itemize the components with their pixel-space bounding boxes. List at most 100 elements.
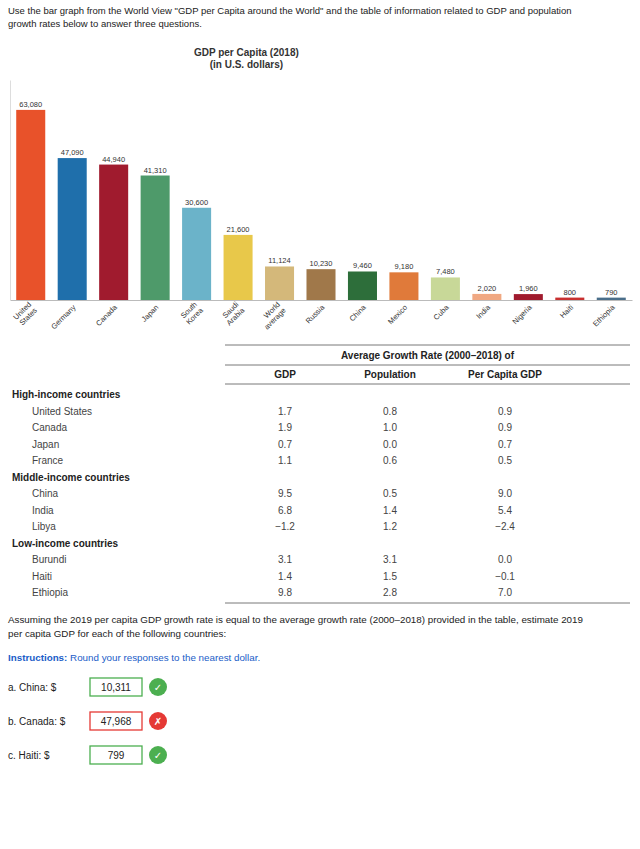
x-tick-label: SouthKorea bbox=[178, 299, 205, 326]
chart-title: GDP per Capita (2018)(in U.S. dollars) bbox=[194, 47, 299, 70]
data-label: 790 bbox=[605, 288, 618, 297]
table-column-header: Per Capita GDP bbox=[468, 369, 542, 380]
table-country: Burundi bbox=[32, 554, 66, 565]
answer-status bbox=[149, 712, 167, 730]
table-rule bbox=[225, 603, 630, 604]
x-tick: Ethiopia bbox=[591, 300, 617, 328]
answer-label: c. Haiti: $ bbox=[8, 750, 50, 761]
table-cell: 0.0 bbox=[498, 554, 512, 565]
table-cell: 0.7 bbox=[278, 439, 292, 450]
data-label: 10,230 bbox=[310, 259, 333, 268]
table-cell: 1.9 bbox=[278, 422, 292, 433]
x-tick: SaudiArabia bbox=[219, 299, 247, 327]
data-label: 11,124 bbox=[268, 256, 290, 265]
data-label: 9,180 bbox=[395, 262, 414, 271]
x-tick-label: UnitedStates bbox=[11, 300, 39, 328]
table-title: Average Growth Rate (2000–2018) of bbox=[341, 350, 515, 361]
answer-value: 799 bbox=[108, 750, 125, 761]
table-section: High-income countries bbox=[12, 389, 121, 400]
bar bbox=[99, 165, 128, 300]
table-country: United States bbox=[32, 406, 92, 417]
x-tick: Nigeria bbox=[510, 300, 534, 326]
table-country: India bbox=[32, 505, 54, 516]
table-cell: 0.5 bbox=[383, 488, 397, 499]
bar bbox=[182, 208, 211, 300]
x-tick-label: Haiti bbox=[558, 303, 575, 320]
table-cell: 1.1 bbox=[278, 455, 292, 466]
table-cell: 6.8 bbox=[278, 505, 292, 516]
instructions-label: Instructions: bbox=[8, 652, 67, 663]
answer-status-icon: ✗ bbox=[154, 716, 162, 727]
answer-status bbox=[149, 678, 167, 696]
x-tick: China bbox=[348, 300, 369, 323]
header-text: Use the bar graph from the World View "G… bbox=[8, 5, 572, 29]
answer-box bbox=[90, 678, 142, 696]
table-cell: 0.7 bbox=[498, 439, 512, 450]
table-cell: −1.2 bbox=[275, 521, 295, 532]
x-tick-label: India bbox=[474, 302, 492, 320]
answer-value: 47,968 bbox=[101, 716, 132, 727]
x-tick: Germany bbox=[49, 300, 77, 331]
bar bbox=[265, 266, 294, 300]
table-cell: 1.5 bbox=[383, 571, 397, 582]
x-tick: UnitedStates bbox=[11, 300, 39, 328]
table-cell: 0.6 bbox=[383, 455, 397, 466]
x-tick-label: Canada bbox=[94, 302, 120, 328]
table-country: Libya bbox=[32, 521, 56, 532]
x-tick: India bbox=[474, 300, 492, 321]
table-cell: 9.5 bbox=[278, 488, 292, 499]
x-tick-label: Germany bbox=[49, 303, 77, 331]
bar bbox=[16, 110, 45, 300]
table-rule bbox=[225, 365, 630, 366]
table-country: Haiti bbox=[32, 571, 52, 582]
y-axis bbox=[10, 81, 11, 301]
bar bbox=[555, 298, 584, 300]
table-column-header: GDP bbox=[274, 369, 296, 380]
x-tick-label: Worldaverage bbox=[256, 300, 287, 331]
answer-status bbox=[149, 746, 167, 764]
table-cell: 7.0 bbox=[498, 587, 512, 598]
x-tick-label: Japan bbox=[140, 303, 161, 324]
data-label: 7,480 bbox=[436, 267, 455, 276]
answer-status-icon: ✓ bbox=[154, 682, 162, 693]
table-cell: 9.8 bbox=[278, 587, 292, 598]
data-label: 2,020 bbox=[477, 284, 496, 293]
instructions-text: Round your responses to the nearest doll… bbox=[67, 652, 260, 663]
table-country: Ethiopia bbox=[32, 587, 69, 598]
x-tick-label: Nigeria bbox=[510, 302, 534, 326]
table-cell: 0.9 bbox=[498, 406, 512, 417]
table-country: Canada bbox=[32, 422, 67, 433]
x-tick: Canada bbox=[94, 300, 120, 328]
bar bbox=[58, 158, 87, 300]
x-tick: Japan bbox=[140, 300, 161, 324]
table-cell: 1.7 bbox=[278, 406, 292, 417]
answer-box bbox=[90, 712, 142, 730]
answer-value: 10,311 bbox=[101, 682, 131, 693]
bar bbox=[472, 294, 501, 300]
table-cell: 3.1 bbox=[383, 554, 397, 565]
table-cell: 0.5 bbox=[498, 455, 512, 466]
data-label: 30,600 bbox=[185, 198, 208, 207]
table-country: France bbox=[32, 455, 64, 466]
data-label: 41,310 bbox=[144, 166, 167, 175]
answer-status-icon: ✓ bbox=[154, 750, 162, 761]
bar-chart: GDP per Capita (2018)(in U.S. dollars)63… bbox=[11, 47, 633, 331]
table-cell: 1.4 bbox=[383, 505, 397, 516]
bar bbox=[348, 271, 377, 300]
table-country: China bbox=[32, 488, 59, 499]
data-label: 21,600 bbox=[227, 225, 250, 234]
x-tick-label: China bbox=[348, 302, 369, 323]
table-cell: 9.0 bbox=[498, 488, 512, 499]
y-axis-line bbox=[10, 81, 11, 301]
table-cell: 0.9 bbox=[498, 422, 512, 433]
x-tick-label: Ethiopia bbox=[591, 302, 617, 328]
table-cell: 5.4 bbox=[498, 505, 512, 516]
x-tick: SouthKorea bbox=[178, 299, 205, 326]
table-cell: 1.0 bbox=[383, 422, 397, 433]
data-label: 800 bbox=[564, 288, 577, 297]
bar bbox=[389, 272, 418, 300]
table-country: Japan bbox=[32, 439, 59, 450]
answer-box bbox=[90, 746, 142, 764]
bar bbox=[597, 298, 626, 300]
x-tick: Worldaverage bbox=[256, 300, 287, 331]
